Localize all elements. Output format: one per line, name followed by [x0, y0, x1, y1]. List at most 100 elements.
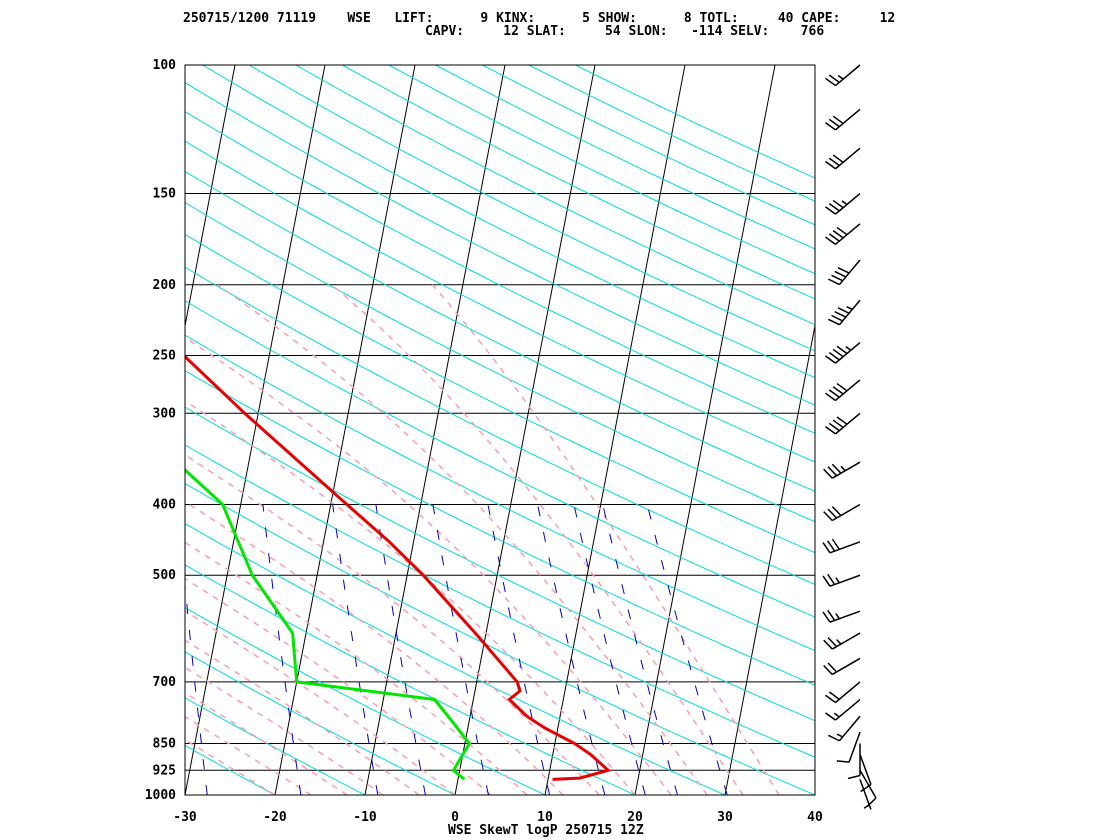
pressure-tick-label: 150 [153, 187, 177, 202]
temperature-tick-label: -30 [173, 810, 197, 825]
isotherm-line [814, 792, 815, 795]
isotherm-line [634, 65, 776, 795]
header-line-1: 250715/1200 71119 WSE LIFT: 9 KINX: 5 SH… [183, 11, 895, 26]
dewpoint-line [185, 467, 472, 781]
pressure-tick-label: 925 [153, 763, 176, 778]
dry-adiabat-line [202, 65, 815, 379]
wind-barb [823, 657, 861, 676]
sounding-profiles [185, 354, 612, 781]
wind-barb [836, 731, 861, 763]
wind-barb [822, 573, 861, 587]
wind-barb-feather [866, 797, 877, 808]
dry-adiabat-line [185, 744, 276, 795]
mixing-ratio-line [262, 504, 302, 795]
isotherm-line [364, 65, 506, 795]
wind-barb-staff [835, 698, 861, 721]
wind-barb-staff [829, 541, 861, 554]
wind-barb-feather [827, 662, 838, 673]
moist-adiabat-line [185, 715, 312, 795]
wind-barb-feather [836, 226, 848, 236]
wind-barb-half-feather [836, 639, 842, 645]
wind-barb [823, 461, 861, 479]
wind-barb-feather [828, 691, 840, 700]
wind-barb-feather [823, 468, 833, 479]
wind-barb-feather [828, 157, 840, 167]
pressure-tick-label: 500 [153, 568, 177, 583]
wind-barb-feather [828, 118, 840, 128]
temperature-tick-label: 40 [807, 810, 823, 825]
wind-barb-feather [832, 386, 844, 395]
wind-barb-feather [847, 774, 861, 780]
wind-barb-feather [831, 314, 843, 322]
isotherm-line [544, 65, 686, 795]
wind-barb-feather [828, 389, 840, 398]
wind-barb-feather [837, 307, 850, 314]
wind-barb [825, 341, 861, 364]
dry-adiabat-line [528, 65, 815, 202]
wind-barb-feather [827, 609, 836, 621]
wind-barb [823, 632, 861, 650]
wind-barb-feather [834, 270, 847, 278]
wind-barb-staff [835, 223, 861, 245]
temperature-line [185, 354, 612, 781]
pressure-tick-label: 850 [153, 736, 177, 751]
isotherm-line [5, 65, 145, 795]
isotherm-line [0, 65, 55, 795]
wind-barb-feather [823, 639, 833, 650]
wind-barb-feather [825, 160, 836, 170]
wind-barb-staff [859, 769, 877, 799]
wind-barb-half-feather [836, 733, 843, 738]
wind-barb-staff [835, 147, 861, 170]
wind-barb-feather [832, 199, 844, 209]
moist-adiabat-line [431, 284, 780, 795]
moist-adiabat-line [185, 500, 564, 795]
mixing-ratio-line [602, 504, 678, 795]
wind-barb [859, 754, 872, 793]
wind-barb-feather [832, 419, 844, 429]
dry-adiabat-line [185, 110, 815, 434]
wind-barb-feather [827, 540, 836, 552]
dry-adiabat-line [185, 201, 815, 523]
wind-barb-feather [836, 416, 848, 425]
wind-barb [825, 192, 861, 215]
wind-barb-half-feather [833, 712, 840, 718]
dry-adiabat-line [185, 406, 815, 722]
chart-title: WSE SkewT logP 250715 12Z [448, 823, 644, 838]
wind-barb-staff [835, 192, 861, 215]
wind-barb-feather [827, 573, 836, 585]
moist-adiabat-line [185, 577, 492, 795]
wind-barb-feather [823, 511, 833, 522]
wind-barb [825, 223, 861, 245]
temperature-tick-label: 0 [451, 810, 459, 825]
dry-adiabat-line [185, 564, 636, 795]
wind-barb-feather [825, 425, 836, 435]
temperature-tick-label: 20 [627, 810, 643, 825]
wind-barb-feather [828, 233, 840, 242]
wind-barb-feather [831, 538, 840, 550]
dry-adiabat-line [248, 65, 815, 352]
wind-barb-feather [822, 611, 831, 623]
wind-barb-feather [832, 230, 844, 239]
moist-adiabat-line [185, 738, 276, 795]
dry-adiabat-line [342, 65, 815, 300]
dry-adiabat-line [185, 522, 726, 795]
mixing-ratio-line [432, 504, 489, 795]
wind-barb [825, 412, 861, 435]
wind-barb-feather [828, 422, 840, 432]
wind-barb-feather [831, 274, 843, 282]
wind-barb [825, 681, 861, 704]
wind-barb-staff [835, 412, 861, 435]
wind-barb-staff [838, 259, 861, 286]
plot-frame [184, 64, 816, 796]
dry-adiabat-line [185, 140, 815, 463]
wind-barb-feather [825, 206, 836, 215]
wind-barb-half-feather [835, 613, 840, 620]
wind-barb-feather [836, 345, 848, 355]
wind-barb-feather [827, 734, 840, 742]
dry-adiabat-line [185, 482, 815, 795]
wind-barb-staff [859, 754, 872, 785]
dry-adiabat-line [185, 233, 815, 554]
dry-adiabat-line [185, 170, 815, 493]
